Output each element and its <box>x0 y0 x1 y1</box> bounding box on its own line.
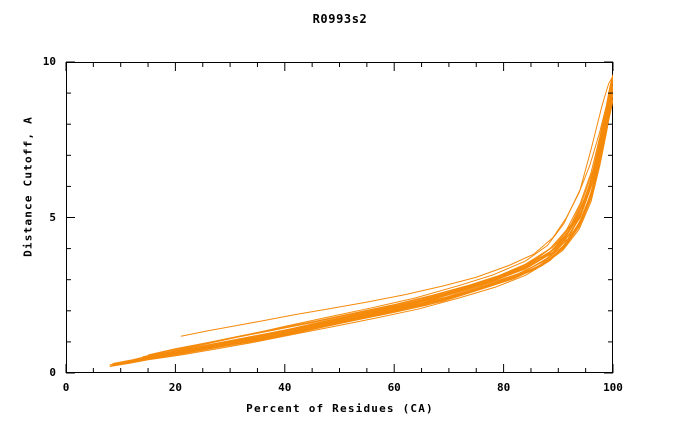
series-line <box>123 80 613 363</box>
series-line <box>131 77 613 362</box>
x-tick-label: 40 <box>278 381 292 394</box>
series-line <box>109 99 613 367</box>
series-line <box>112 75 613 365</box>
y-axis-label: Distance Cutoff, A <box>21 116 35 257</box>
series-line <box>117 86 613 365</box>
x-tick-label: 20 <box>168 381 183 394</box>
series-line <box>109 100 613 367</box>
series-line <box>137 77 613 360</box>
series-line <box>112 93 613 366</box>
series-line <box>120 86 613 364</box>
series-line <box>117 89 613 365</box>
x-axis-label: Percent of Residues (CA) <box>246 402 434 415</box>
x-tick-label: 0 <box>62 381 70 394</box>
x-tick-label: 60 <box>387 381 401 394</box>
series-line <box>115 91 613 365</box>
x-tick-label: 80 <box>496 381 511 394</box>
series-line <box>115 92 613 366</box>
series-line <box>109 89 613 366</box>
series-line <box>117 88 613 365</box>
chart-title: R0993s2 <box>312 12 368 26</box>
series-line <box>120 86 613 364</box>
series-plot-area <box>109 74 613 367</box>
y-tick-label: 0 <box>49 366 56 379</box>
y-tick-label: 5 <box>49 210 56 224</box>
y-tick-label: 10 <box>42 55 56 68</box>
series-line <box>134 78 613 361</box>
series-line <box>147 74 613 356</box>
x-tick-label: 100 <box>603 381 623 394</box>
series-line <box>180 74 613 337</box>
series-line <box>115 80 613 365</box>
series-line <box>123 85 613 363</box>
series-line <box>112 94 613 367</box>
